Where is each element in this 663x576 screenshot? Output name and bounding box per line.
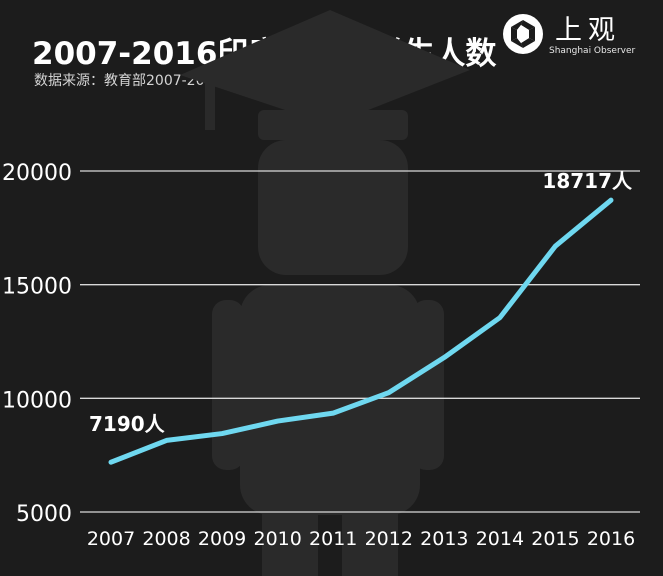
- shutter-logo-icon: [503, 14, 543, 54]
- x-tick-label: 2016: [587, 528, 635, 550]
- data-point: [442, 355, 447, 360]
- data-point: [164, 438, 169, 443]
- x-tick-label: 2007: [87, 528, 135, 550]
- series-line-group: [108, 197, 614, 465]
- y-tick-label: 20000: [2, 161, 72, 186]
- data-point: [497, 315, 502, 320]
- y-tick-label: 15000: [2, 275, 72, 300]
- x-tick-label: 2013: [420, 528, 468, 550]
- x-tick-label: 2009: [198, 528, 246, 550]
- y-tick-label: 10000: [2, 388, 72, 413]
- chart-grid: [80, 170, 640, 513]
- data-point: [386, 390, 391, 395]
- x-tick-label: 2012: [365, 528, 413, 550]
- brand-logo: 上观 Shanghai Observer: [501, 8, 651, 62]
- x-axis: 2007 2008 2009 2010 2011 2012 2013 2014 2015 2016: [87, 528, 635, 550]
- data-point: [331, 411, 336, 416]
- annotations: 7190人 18717人: [89, 169, 633, 436]
- x-tick-label: 2010: [253, 528, 301, 550]
- series-line: [108, 197, 614, 465]
- data-label: 18717人: [542, 169, 633, 193]
- brand-name-en: Shanghai Observer: [549, 46, 636, 56]
- x-tick-label: 2008: [142, 528, 190, 550]
- x-tick-label: 2015: [531, 528, 579, 550]
- data-point: [275, 419, 280, 424]
- graduate-silhouette: [180, 10, 470, 576]
- data-label: 7190人: [89, 412, 166, 436]
- y-axis: 5000 10000 15000 20000: [2, 161, 72, 527]
- data-point: [220, 431, 225, 436]
- data-point: [609, 198, 613, 203]
- x-tick-label: 2011: [309, 528, 357, 550]
- x-tick-label: 2014: [476, 528, 524, 550]
- data-point: [553, 244, 558, 249]
- data-point: [109, 460, 113, 465]
- brand-name-cn: 上观: [555, 15, 621, 46]
- y-tick-label: 5000: [16, 502, 72, 527]
